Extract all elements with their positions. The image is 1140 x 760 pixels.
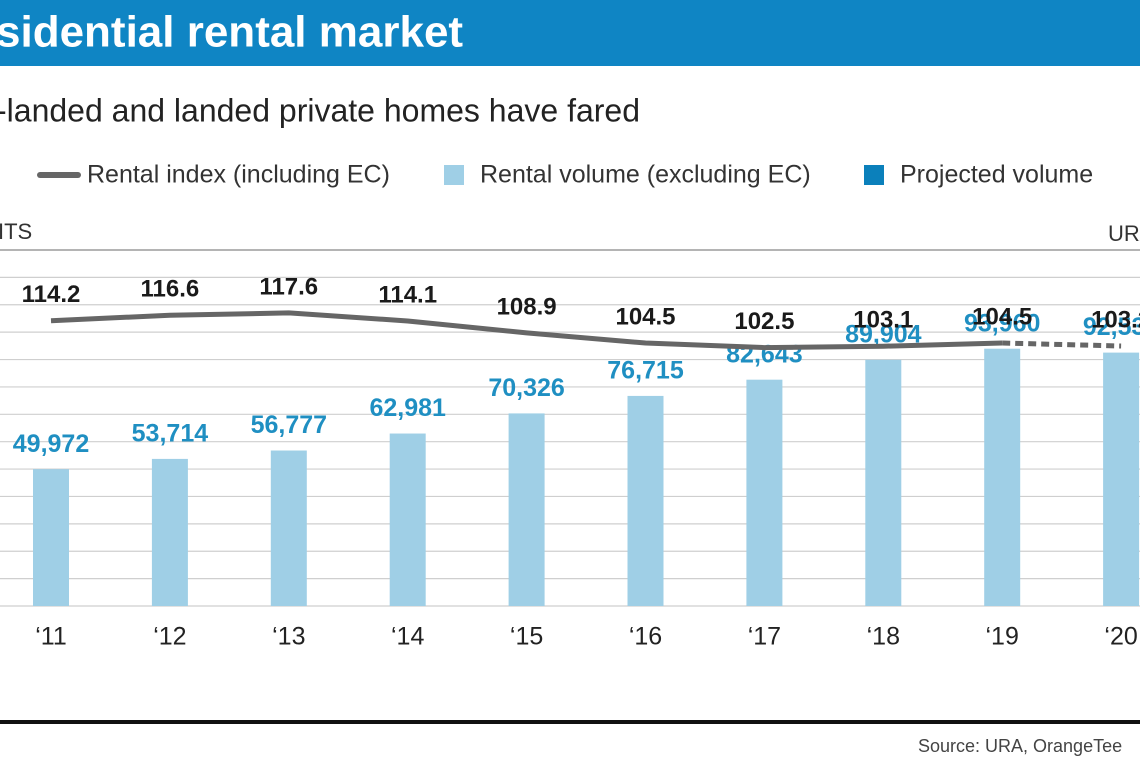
index-value-label: 103.2 [1091, 306, 1140, 333]
x-tick-label: ‘15 [510, 623, 543, 651]
bar-value-label: 76,715 [607, 357, 684, 385]
y-axis-label: ITS [0, 219, 32, 244]
bar [746, 379, 783, 606]
bar-value-label: 62,981 [369, 394, 446, 422]
legend-swatch [444, 165, 464, 185]
index-value-label: 108.9 [497, 293, 557, 320]
bar [865, 359, 902, 606]
bar-value-label: 53,714 [132, 420, 209, 448]
bar [508, 413, 545, 606]
x-tick-label: ‘17 [748, 623, 781, 651]
header-band [0, 0, 1140, 66]
bar-value-label: 70,326 [488, 374, 564, 402]
index-line-projected [1002, 340, 1122, 349]
index-value-label: 114.2 [22, 281, 81, 308]
subtitle: -landed and landed private homes have fa… [0, 92, 640, 128]
legend-label: Projected volume [900, 161, 1093, 189]
bar [270, 450, 307, 606]
x-tick-label: ‘12 [153, 623, 186, 651]
legend-label: Rental volume (excluding EC) [480, 161, 811, 189]
legend-label: Rental index (including EC) [87, 161, 390, 189]
x-tick-label: ‘18 [867, 623, 900, 651]
x-tick-label: ‘16 [629, 623, 662, 651]
index-value-label: 102.5 [734, 308, 794, 335]
bar [151, 458, 188, 606]
index-value-label: 104.5 [972, 303, 1032, 330]
bar-value-label: 49,972 [13, 430, 89, 458]
bar [1103, 352, 1140, 606]
index-line [50, 310, 1003, 351]
source: Source: URA, OrangeTee [918, 736, 1122, 756]
chart-title: sidential rental market [0, 8, 463, 57]
index-value-label: 114.1 [378, 281, 437, 308]
x-tick-label: ‘20 [1104, 623, 1137, 651]
index-value-label: 104.5 [615, 303, 675, 330]
bar [984, 348, 1021, 606]
x-tick-label: ‘14 [391, 623, 424, 651]
x-tick-label: ‘13 [272, 623, 305, 651]
bar [627, 395, 664, 606]
x-tick-label: ‘19 [986, 623, 1019, 651]
bar [389, 433, 426, 606]
y2-axis-label: URA [1108, 221, 1140, 246]
index-value-label: 117.6 [259, 273, 318, 300]
legend-swatch [864, 165, 884, 185]
bar-value-label: 93,960 [964, 309, 1040, 337]
bar [33, 469, 69, 606]
bar-value-label: 92,530 [1083, 313, 1140, 341]
index-value-label: 103.1 [853, 307, 913, 334]
x-tick-label: ‘11 [35, 623, 67, 651]
index-value-label: 116.6 [141, 276, 200, 303]
bar-value-label: 56,777 [251, 411, 327, 439]
